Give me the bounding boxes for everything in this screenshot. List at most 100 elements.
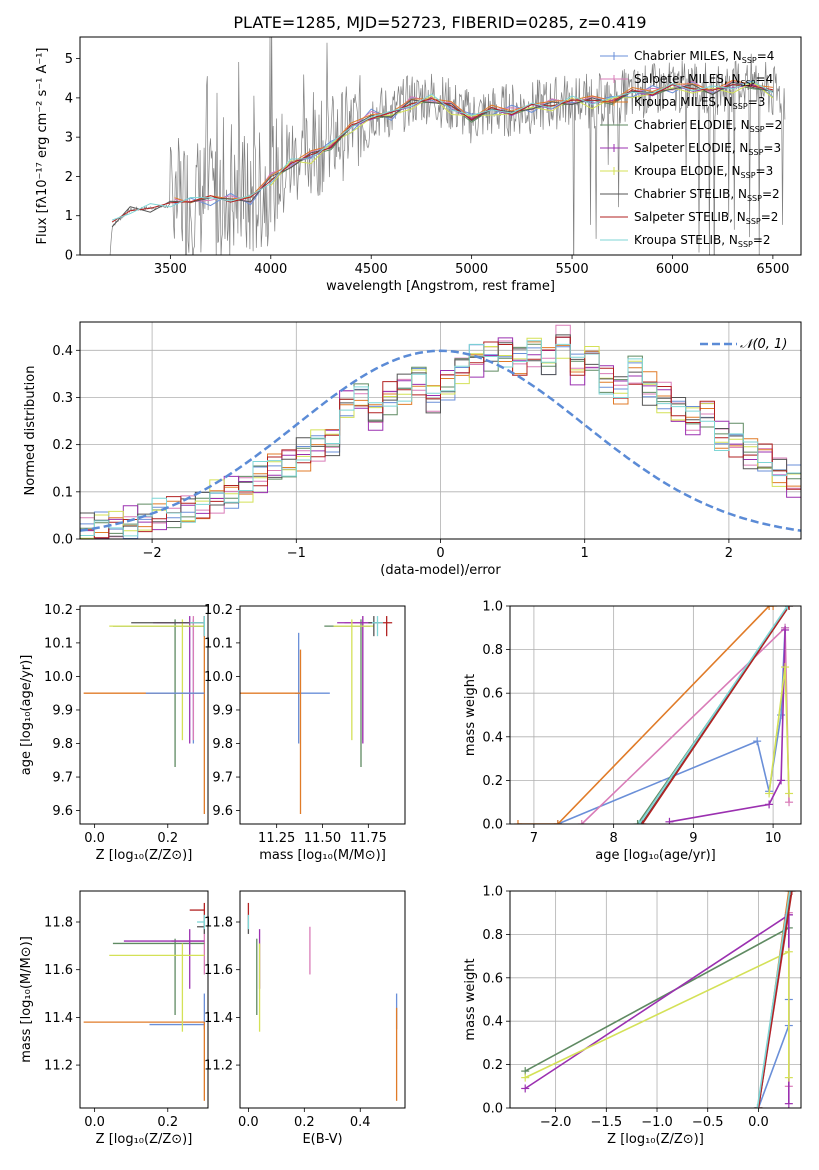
- weight-vs-Z-axes: −2.0 −1.5 −1.0 −0.5 0.0 0.0 0.2 0.4 0.6 0.8 1.0 Z […: [463, 885, 801, 1147]
- errorbar-point: [109, 943, 205, 1032]
- y-tick-label: 11.4: [204, 1011, 233, 1026]
- x-tick-label: 4000: [254, 262, 287, 277]
- y-tick-label: 11.6: [204, 963, 233, 978]
- weight-series-line: [638, 606, 789, 824]
- errorbar-point: [83, 619, 205, 814]
- weight-vs-Z-frame: [509, 890, 802, 1109]
- y-tick-label: 9.9: [52, 703, 73, 718]
- residuals-plot-area: [80, 324, 801, 539]
- y-tick-label: 0.0: [52, 533, 73, 548]
- y-tick-label: 11.8: [204, 916, 233, 931]
- x-tick-label: −2: [143, 546, 162, 561]
- y-tick-label: 0.2: [482, 1058, 503, 1073]
- y-tick-label: 0.2: [52, 438, 73, 453]
- x-tick-label: 3500: [154, 262, 187, 277]
- y-tick-label: 1.0: [482, 885, 503, 900]
- errorbar-point: [372, 616, 383, 637]
- histogram-step: [80, 336, 801, 539]
- weight-series-line: [669, 629, 786, 823]
- legend-entry: Chabrier STELIB, NSSP=2: [634, 187, 780, 203]
- x-axis-label: E(B-V): [302, 1132, 342, 1147]
- y-tick-label: 9.9: [212, 703, 233, 718]
- x-axis-label: mass [log₁₀(M/M⊙)]: [259, 848, 386, 863]
- weight-vs-Z-plot-area: [521, 891, 796, 1108]
- errorbar-point: [189, 616, 205, 637]
- mass-vs-EBV-plot-area: [247, 902, 398, 1101]
- spectrum-plot-area: [109, 37, 786, 255]
- x-tick-label: 0: [436, 546, 444, 561]
- histogram-step: [80, 324, 801, 539]
- residuals-frame: [79, 321, 802, 540]
- y-tick-label: 10.0: [44, 670, 73, 685]
- histogram-step: [80, 340, 801, 537]
- x-tick-label: −1.5: [591, 1115, 623, 1130]
- gaussian-reference-line: [80, 349, 801, 532]
- x-tick-label: 11.25: [258, 831, 295, 846]
- y-tick-label: 9.7: [212, 771, 233, 786]
- y-tick-label: 10.1: [204, 636, 233, 651]
- y-tick-label: 0.4: [52, 344, 73, 359]
- y-tick-label: 0.4: [482, 730, 503, 745]
- y-tick-label: 9.7: [52, 771, 73, 786]
- y-tick-label: 0.6: [482, 687, 503, 702]
- errorbar-point: [171, 926, 205, 975]
- weight-vs-age-axes: 7 8 9 10 0.0 0.2 0.4 0.6 0.8 1.0 age [log₁₀(age/yr…: [463, 600, 801, 863]
- weight-series-line: [757, 999, 790, 1108]
- errorbar-point: [149, 993, 205, 1030]
- mass-vs-EBV-frame: [239, 890, 406, 1109]
- weight-series-line: [757, 891, 793, 1108]
- y-tick-label: 10.1: [44, 636, 73, 651]
- legend-entry: Chabrier ELODIE, NSSP=2: [634, 118, 782, 134]
- y-axis-label: age [log₁₀(age/yr)]: [19, 655, 34, 776]
- x-tick-label: 9: [689, 831, 697, 846]
- errorbar-point: [337, 616, 376, 744]
- y-tick-label: 1: [65, 209, 73, 224]
- y-tick-label: 10.2: [204, 603, 233, 618]
- age-vs-mass-axes: 11.25 11.50 11.75 9.6 9.7 9.8 9.9 10.0 10.1 10.2 m…: [204, 603, 387, 863]
- residuals-axes: −2 −1 0 1 2 0.0 0.1 0.2 0.3 0.4 (data-model)/error…: [23, 322, 801, 578]
- mass-vs-Z-plot-area: [83, 902, 205, 1101]
- x-tick-label: 0.0: [748, 1115, 769, 1130]
- y-axis-label: Normed distribution: [23, 366, 38, 496]
- weight-series-line: [756, 891, 791, 1108]
- x-tick-label: 0.2: [157, 1115, 178, 1130]
- weight-vs-age-frame: [509, 605, 802, 825]
- y-tick-label: 0.2: [482, 774, 503, 789]
- y-tick-label: 0.1: [52, 485, 73, 500]
- mass-vs-Z-frame: [79, 890, 209, 1109]
- y-tick-label: 5: [65, 52, 73, 67]
- x-tick-label: −1.0: [641, 1115, 673, 1130]
- y-tick-label: 0.0: [482, 1102, 503, 1117]
- spectrum-axes: 3500 4000 4500 5000 5500 6000 6500 0 1 2 3 4 5 wavele…: [35, 48, 789, 295]
- mass-vs-Z-axes: 0.0 0.2 11.2 11.4 11.6 11.8 Z [log₁₀(Z/Z⊙)] mas…: [19, 916, 192, 1148]
- weight-vs-age-plot-area: [513, 606, 794, 824]
- histogram-step: [80, 336, 801, 534]
- x-tick-label: 11.50: [304, 831, 341, 846]
- x-tick-label: 0.0: [84, 831, 105, 846]
- x-tick-label: 4500: [355, 262, 388, 277]
- x-axis-label: Z [log₁₀(Z/Z⊙)]: [96, 848, 193, 863]
- model-series-line: [174, 80, 774, 207]
- x-tick-label: 8: [610, 831, 618, 846]
- x-tick-label: 2: [725, 546, 733, 561]
- x-tick-label: 10: [765, 831, 782, 846]
- y-tick-label: 0.0: [482, 818, 503, 833]
- weight-series-line: [581, 625, 790, 824]
- age-vs-Z-plot-area: [83, 616, 205, 814]
- errorbar-point: [197, 914, 205, 930]
- x-tick-label: 11.75: [350, 831, 387, 846]
- histogram-step: [80, 344, 801, 539]
- errorbar-point: [182, 619, 201, 744]
- x-tick-label: 6000: [656, 262, 689, 277]
- legend-entry: Kroupa STELIB, NSSP=2: [634, 233, 771, 249]
- x-axis-label: Z [log₁₀(Z/Z⊙)]: [96, 1132, 193, 1147]
- y-tick-label: 9.6: [212, 804, 233, 819]
- y-axis-label: mass weight: [463, 958, 478, 1040]
- x-axis-label: (data-model)/error: [380, 563, 501, 578]
- y-tick-label: 4: [65, 91, 73, 106]
- x-axis-label: Z [log₁₀(Z/Z⊙)]: [607, 1132, 704, 1147]
- histogram-step: [80, 337, 801, 539]
- legend-entry: Chabrier MILES, NSSP=4: [634, 49, 774, 65]
- x-tick-label: 0.4: [350, 1115, 371, 1130]
- x-tick-label: 7: [530, 831, 538, 846]
